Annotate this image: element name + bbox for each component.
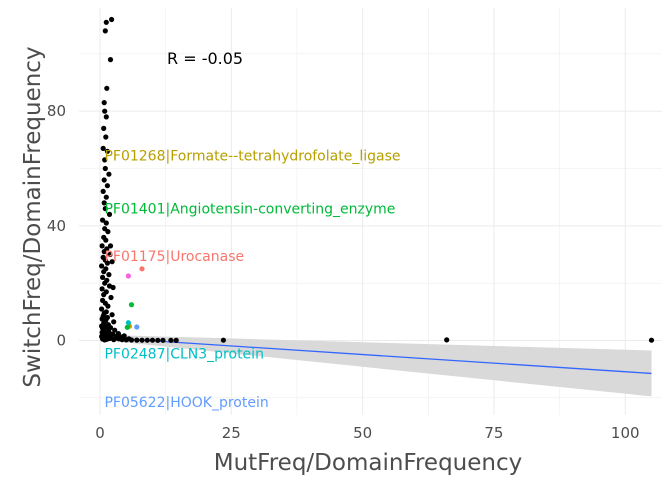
data-point: [100, 217, 106, 223]
data-point: [168, 337, 174, 343]
domain-label: PF01401|Angiotensin-converting_enzyme: [104, 202, 395, 218]
data-point: [160, 337, 166, 343]
data-point: [121, 333, 127, 339]
highlighted-point: [134, 324, 140, 330]
data-point: [106, 211, 113, 217]
highlighted-point: [128, 302, 135, 308]
data-point: [104, 183, 110, 189]
correlation-annotation: R = -0.05: [167, 49, 243, 68]
data-point: [101, 200, 107, 206]
data-point: [144, 337, 150, 343]
data-point: [102, 108, 108, 114]
y-tick-labels: 0 40 80: [47, 102, 66, 349]
data-point: [100, 274, 106, 280]
data-point: [109, 16, 115, 23]
data-point: [101, 292, 107, 298]
data-point: [108, 294, 114, 301]
x-tick-label: 75: [484, 424, 503, 442]
data-point: [99, 263, 105, 269]
domain-label: PF05622|HOOK_protein: [104, 395, 268, 411]
data-point: [107, 251, 113, 258]
data-point: [103, 134, 109, 140]
data-point: [648, 337, 655, 343]
x-tick-labels: 0 25 50 75 100: [95, 424, 639, 442]
data-point: [139, 337, 145, 343]
data-point: [173, 337, 179, 343]
data-point: [104, 85, 110, 91]
highlighted-point: [125, 320, 131, 326]
trend-line: [99, 336, 652, 375]
data-point: [104, 260, 110, 266]
x-tick-label: 50: [353, 424, 372, 442]
highlighted-point: [139, 266, 145, 272]
confidence-band-area: [100, 334, 652, 397]
domain-label: PF01175|Urocanase: [104, 249, 244, 265]
data-point: [103, 114, 109, 120]
scatter-points: [99, 16, 655, 343]
data-point: [101, 177, 107, 183]
y-tick-label: 80: [47, 102, 66, 120]
panel-grid: [79, 8, 662, 415]
data-point: [220, 337, 226, 343]
data-point: [102, 165, 108, 172]
confidence-band: [100, 334, 652, 397]
data-point: [103, 220, 109, 226]
domain-label: PF01268|Formate--tetrahydrofolate_ligase: [104, 149, 400, 165]
data-point: [109, 312, 115, 318]
data-point: [102, 280, 108, 286]
y-tick-label: 40: [47, 217, 66, 235]
x-axis-title: MutFreq/DomainFrequency: [214, 450, 523, 476]
data-point: [103, 237, 109, 243]
data-point: [105, 303, 111, 309]
data-point: [101, 125, 107, 131]
data-point: [106, 272, 112, 278]
data-point: [111, 319, 117, 325]
data-point: [115, 331, 121, 337]
x-tick-label: 25: [222, 424, 241, 442]
data-point: [102, 337, 108, 343]
data-point: [101, 269, 107, 275]
data-point: [102, 206, 108, 212]
data-point: [149, 337, 156, 343]
data-point: [110, 284, 116, 291]
data-point: [126, 336, 132, 342]
x-tick-label: 0: [95, 424, 105, 442]
data-point: [100, 188, 106, 194]
data-point: [103, 19, 109, 25]
data-point: [99, 286, 105, 292]
data-point: [107, 243, 114, 249]
highlighted-point: [124, 324, 130, 330]
data-point: [103, 194, 109, 200]
highlighted-point: [125, 273, 131, 279]
data-point: [102, 28, 108, 34]
data-point: [99, 306, 105, 312]
data-point: [113, 335, 119, 341]
data-point: [100, 145, 106, 151]
data-point: [106, 171, 112, 177]
y-tick-label: 0: [56, 331, 66, 349]
data-point: [104, 148, 110, 154]
domain-label: PF02487|CLN3_protein: [104, 346, 263, 362]
data-point: [155, 337, 161, 343]
data-point: [112, 327, 118, 333]
data-point: [101, 100, 107, 106]
data-point: [102, 157, 108, 163]
data-point: [101, 249, 107, 255]
data-point: [134, 337, 140, 343]
x-tick-label: 100: [611, 424, 640, 442]
domain-labels: PF01268|Formate--tetrahydrofolate_ligase…: [104, 149, 400, 411]
data-point: [109, 259, 115, 265]
data-point: [444, 337, 450, 343]
data-point: [107, 57, 114, 63]
data-point: [99, 243, 105, 249]
data-point: [105, 229, 111, 235]
y-axis-title: SwitchFreq/DomainFrequency: [20, 46, 46, 387]
trend-layer: [99, 336, 652, 375]
